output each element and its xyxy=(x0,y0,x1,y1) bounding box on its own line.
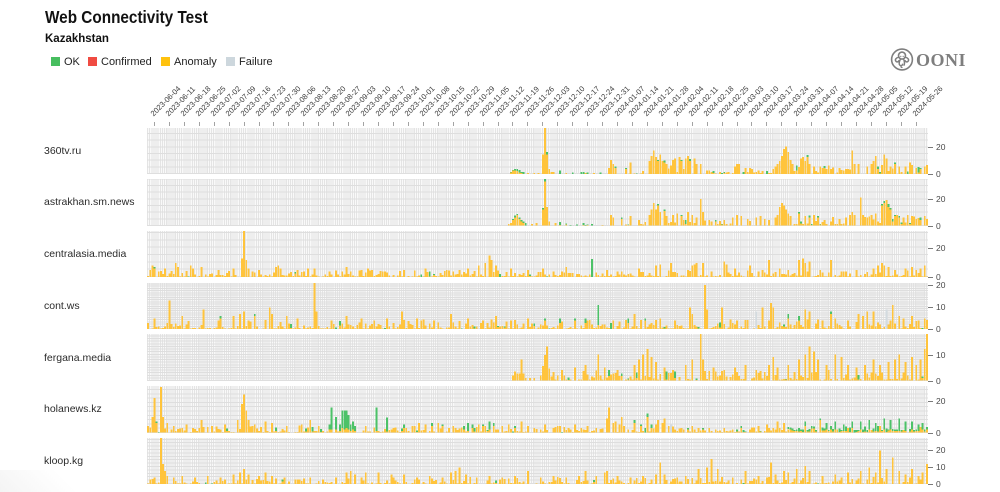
svg-text:OONI: OONI xyxy=(916,50,966,70)
